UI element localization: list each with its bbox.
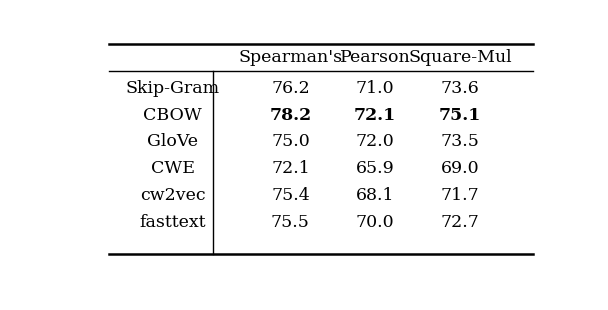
Text: 68.1: 68.1 [356, 187, 395, 204]
Text: 75.4: 75.4 [271, 187, 309, 204]
Text: 70.0: 70.0 [356, 214, 395, 231]
Text: 72.0: 72.0 [356, 134, 395, 150]
Text: 72.1: 72.1 [271, 160, 309, 177]
Text: 73.5: 73.5 [441, 134, 480, 150]
Text: 71.7: 71.7 [441, 187, 479, 204]
Text: 78.2: 78.2 [269, 107, 311, 124]
Text: cw2vec: cw2vec [140, 187, 206, 204]
Text: 76.2: 76.2 [271, 80, 309, 97]
Text: 75.5: 75.5 [271, 214, 310, 231]
Text: 69.0: 69.0 [441, 160, 479, 177]
Text: CBOW: CBOW [143, 107, 202, 124]
Text: Square-Mul: Square-Mul [408, 49, 512, 66]
Text: CWE: CWE [151, 160, 195, 177]
Text: 72.7: 72.7 [441, 214, 480, 231]
Text: Pearson: Pearson [340, 49, 410, 66]
Text: 71.0: 71.0 [356, 80, 395, 97]
Text: Spearman's: Spearman's [238, 49, 342, 66]
Text: 75.0: 75.0 [271, 134, 309, 150]
Text: GloVe: GloVe [147, 134, 198, 150]
Text: fasttext: fasttext [139, 214, 206, 231]
Text: 72.1: 72.1 [354, 107, 396, 124]
Text: 65.9: 65.9 [356, 160, 395, 177]
Text: Skip-Gram: Skip-Gram [125, 80, 219, 97]
Text: 73.6: 73.6 [441, 80, 479, 97]
Text: 75.1: 75.1 [439, 107, 481, 124]
